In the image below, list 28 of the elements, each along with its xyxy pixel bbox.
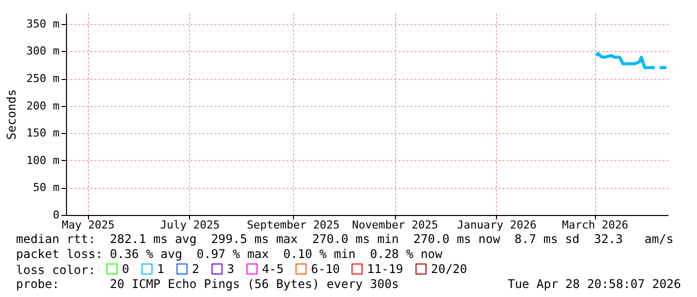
y-tick-label: 350 m — [26, 17, 60, 30]
text: packet loss: 0.36 % avg 0.97 % max 0.10 % min 0.28 % now — [16, 247, 442, 261]
text: median rtt: 282.1 ms avg 299.5 ms max 270.0 ms min 270.0 ms now 8.7 ms sd 32.3 am/s — [16, 232, 674, 246]
y-tick-label: 100 m — [26, 154, 60, 167]
legend-label: 11-19 — [367, 262, 404, 276]
legend-label: 2 — [192, 262, 200, 276]
x-tick-label: May 2025 — [62, 218, 115, 232]
legend-label: 1 — [157, 262, 164, 276]
x-tick-label: March 2026 — [562, 218, 628, 232]
legend-label: 3 — [227, 262, 234, 276]
y-tick-label: 200 m — [26, 99, 60, 112]
y-tick-label: 50 m — [33, 181, 60, 194]
legend-label: 4-5 — [262, 262, 284, 276]
y-tick-label: 0 — [52, 208, 60, 222]
legend-label: 20/20 — [431, 262, 468, 276]
x-tick-label: January 2026 — [456, 218, 536, 232]
legend-title: loss color: — [16, 263, 96, 277]
legend-label: 0 — [122, 262, 130, 276]
legend-label: 6-10 — [311, 262, 340, 276]
x-tick-label: September 2025 — [246, 218, 340, 232]
y-tick-label: 150 m — [26, 126, 60, 140]
y-axis-title: Seconds — [4, 89, 18, 140]
x-tick-label: November 2025 — [352, 218, 438, 232]
y-tick-label: 300 m — [26, 44, 60, 58]
x-tick-label: July 2025 — [160, 218, 220, 232]
text: Tue Apr 28 20:58:07 2026 — [508, 277, 681, 291]
y-tick-label: 250 m — [26, 72, 60, 86]
text: probe: 20 ICMP Echo Pings (56 Bytes) every 300s — [16, 277, 399, 291]
